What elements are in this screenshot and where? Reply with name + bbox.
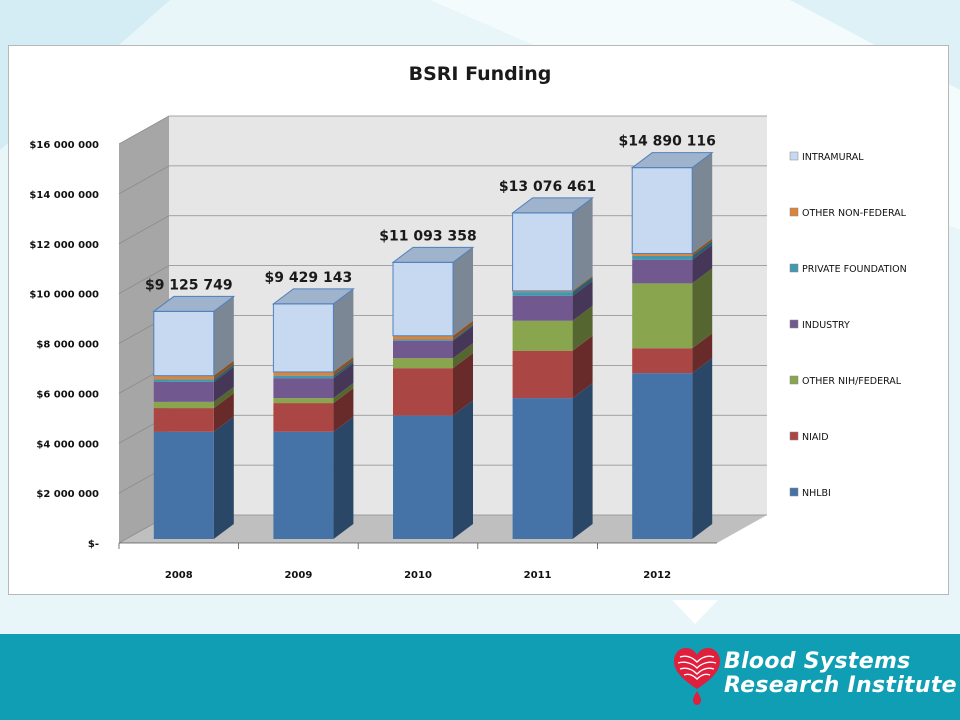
- bar-segment: [273, 356, 354, 376]
- legend-label: INTRAMURAL: [802, 152, 864, 163]
- bar-segment: [632, 238, 713, 256]
- bar-segment: [632, 240, 713, 260]
- bar-segment: [512, 305, 593, 351]
- y-tick-label: $-: [88, 539, 99, 550]
- y-tick-label: $6 000 000: [36, 389, 99, 400]
- x-tick-label: 2011: [524, 570, 552, 581]
- bar-segment: [632, 152, 713, 254]
- legend-item: OTHER NIH/FEDERAL: [789, 375, 902, 387]
- bar-segment: [153, 386, 234, 409]
- bar-segment: [632, 358, 713, 539]
- x-tick-label: 2012: [643, 570, 671, 581]
- y-tick-label: $8 000 000: [36, 340, 99, 351]
- chart-area: $- $2 000 000 $4 000 000 $6 000 000 $8 000 0…: [8, 45, 949, 595]
- legend-item: NHLBI: [789, 487, 831, 499]
- y-tick-label: $2 000 000: [36, 489, 99, 500]
- bar-segment: [153, 366, 234, 402]
- total-label-2012: $14 890 116: [618, 134, 715, 150]
- bar-segment: [512, 277, 593, 296]
- bar-segment: [153, 296, 234, 376]
- legend: INTRAMURAL OTHER NON-FEDERAL PRIVATE FOUND…: [789, 151, 907, 499]
- legend-item: PRIVATE FOUNDATION: [789, 263, 907, 275]
- x-tick-label: 2008: [165, 570, 193, 581]
- total-label-2008: $9 125 749: [145, 277, 233, 293]
- legend-item: OTHER NON-FEDERAL: [789, 207, 907, 219]
- bar-stack-2009: [271, 288, 355, 539]
- bar-segment: [632, 333, 713, 374]
- bar-segment: [273, 416, 354, 539]
- bar-segment: [393, 353, 473, 416]
- bar-segment: [153, 364, 234, 382]
- organization-name-line-1: Blood Systems: [724, 649, 911, 674]
- bar-segment: [512, 335, 593, 399]
- bar-segment: [273, 383, 354, 404]
- bar-segment: [512, 383, 593, 539]
- legend-label: PRIVATE FOUNDATION: [802, 264, 907, 275]
- total-label-2009: $9 429 143: [265, 270, 353, 286]
- y-tick-label: $16 000 000: [29, 140, 99, 151]
- bar-segment: [153, 360, 234, 380]
- chart-title: BSRI Funding: [409, 63, 552, 85]
- bar-segment: [153, 393, 234, 432]
- bar-segment: [273, 363, 354, 399]
- bar-segment: [273, 360, 354, 379]
- bar-segment: [393, 325, 473, 359]
- legend-label: NIAID: [802, 432, 829, 443]
- bar-segment: [512, 275, 593, 293]
- organization-name-line-2: Research Institute: [724, 673, 957, 698]
- footer-band: [0, 634, 960, 720]
- bars: [152, 152, 714, 539]
- legend-label: INDUSTRY: [802, 320, 850, 331]
- bar-segment: [512, 197, 593, 291]
- legend-label: OTHER NIH/FEDERAL: [802, 376, 902, 387]
- y-tick-label: $12 000 000: [29, 240, 99, 251]
- bar-segment: [393, 400, 473, 539]
- bar-segment: [393, 343, 473, 369]
- y-tick-label: $14 000 000: [29, 190, 99, 201]
- total-label-2010: $11 093 358: [379, 228, 476, 244]
- legend-item: INDUSTRY: [789, 319, 850, 331]
- bar-stack-2010: [391, 246, 475, 539]
- bar-segment: [632, 244, 713, 284]
- bar-segment: [393, 247, 473, 336]
- x-tick-label: 2009: [284, 570, 312, 581]
- total-label-2011: $13 076 461: [499, 179, 596, 195]
- bar-chart: $- $2 000 000 $4 000 000 $6 000 000 $8 000 0…: [29, 63, 907, 581]
- bar-segment: [153, 416, 234, 539]
- legend-item: INTRAMURAL: [789, 151, 864, 163]
- x-axis-ticks: 2008 2009 2010 2011 2012: [118, 542, 717, 581]
- bar-stack-2008: [152, 295, 236, 539]
- bar-segment: [273, 388, 354, 432]
- bar-segment: [273, 288, 354, 372]
- bar-segment: [512, 280, 593, 321]
- y-tick-label: $10 000 000: [29, 290, 99, 301]
- x-tick-label: 2010: [404, 570, 432, 581]
- bar-segment: [393, 324, 473, 341]
- legend-item: NIAID: [789, 431, 829, 443]
- heart-logo-icon: [674, 648, 720, 705]
- y-axis-ticks: $- $2 000 000 $4 000 000 $6 000 000 $8 000 0…: [29, 140, 99, 550]
- organization-name: Blood Systems Research Institute: [724, 650, 957, 698]
- legend-label: NHLBI: [802, 488, 831, 499]
- bar-stack-2012: [630, 152, 714, 539]
- bar-stack-2011: [511, 197, 595, 539]
- bar-segment: [632, 268, 713, 349]
- legend-label: OTHER NON-FEDERAL: [802, 208, 907, 219]
- total-labels: $9 125 749 $9 429 143 $11 093 358 $13 076 4…: [145, 134, 716, 294]
- bar-segment: [393, 320, 473, 340]
- y-tick-label: $4 000 000: [36, 439, 99, 450]
